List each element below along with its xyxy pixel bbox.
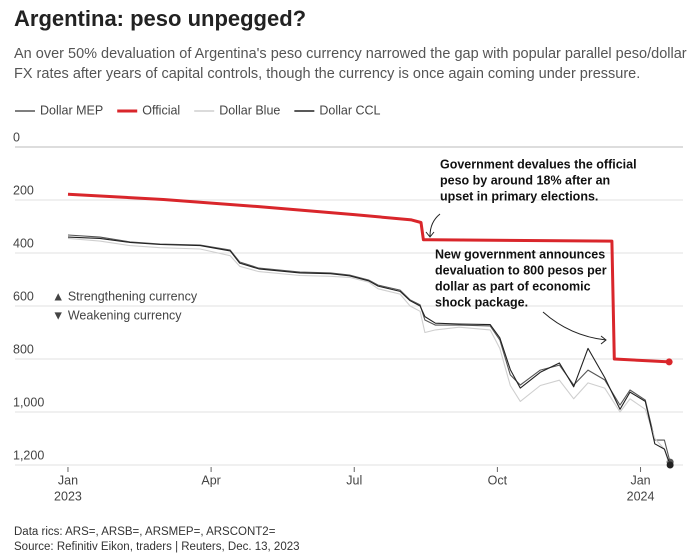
x-tick-label: Jan: [630, 473, 650, 487]
y-tick-label: 1,200: [13, 448, 44, 462]
direction-note: ▲ Strengthening currency: [52, 289, 198, 303]
annotation: Government devalues the official: [440, 157, 637, 171]
end-point: [666, 461, 674, 469]
annotation-arrow: [429, 213, 441, 237]
x-tick-label: Oct: [488, 473, 508, 487]
annotation: dollar as part of economic: [435, 279, 591, 293]
x-year-label: 2024: [627, 489, 655, 503]
footnote: Data rics: ARS=, ARSB=, ARSMEP=, ARSCONT…: [14, 526, 276, 538]
x-year-label: 2023: [54, 489, 82, 503]
y-tick-label: 1,000: [13, 395, 44, 409]
annotation-arrow-head: [425, 231, 435, 238]
x-tick-label: Apr: [201, 473, 220, 487]
series-line: [67, 192, 670, 364]
annotation: shock package.: [435, 295, 528, 309]
legend-label: Dollar CCL: [319, 103, 380, 117]
series-line: [67, 237, 671, 468]
legend-label: Official: [142, 103, 180, 117]
footnote: Source: Refinitiv Eikon, traders | Reute…: [14, 541, 300, 553]
chart-subtitle: An over 50% devaluation of Argentina's p…: [14, 46, 687, 82]
x-tick-label: Jan: [58, 473, 78, 487]
y-tick-label: 800: [13, 342, 34, 356]
y-tick-label: 600: [13, 289, 34, 303]
legend-label: Dollar MEP: [40, 103, 103, 117]
annotation: devaluation to 800 pesos per: [435, 263, 607, 277]
direction-note: ▼ Weakening currency: [52, 308, 182, 322]
y-tick-label: 200: [13, 183, 34, 197]
annotation: upset in primary elections.: [440, 189, 598, 203]
annotation: New government announces: [435, 247, 605, 261]
end-point: [665, 358, 673, 366]
y-tick-label: 0: [13, 130, 20, 144]
chart-title: Argentina: peso unpegged?: [14, 6, 307, 31]
legend-label: Dollar Blue: [219, 103, 280, 117]
annotation-arrow-head: [600, 335, 607, 345]
annotation: peso by around 18% after an: [440, 173, 610, 187]
annotation-arrow: [542, 311, 607, 341]
x-tick-label: Jul: [346, 473, 362, 487]
series-line: [67, 236, 671, 466]
y-tick-label: 400: [13, 236, 34, 250]
